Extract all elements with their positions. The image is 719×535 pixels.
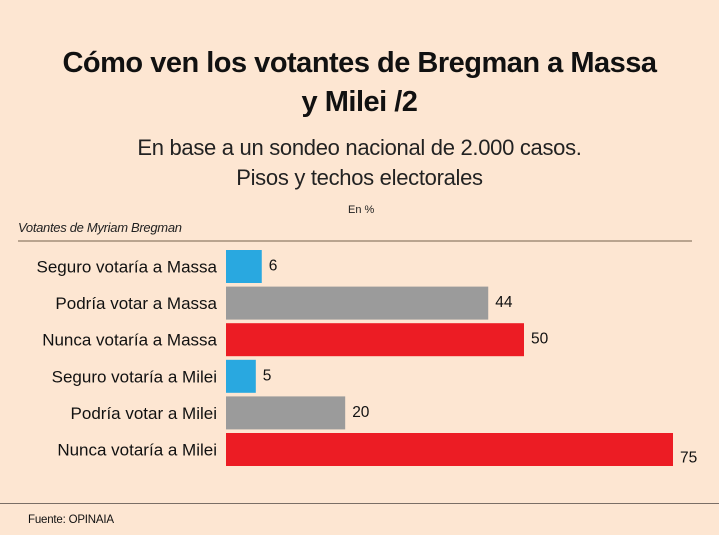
value-label-seguro-votaria-a-massa: 6 [269, 258, 278, 275]
footer-divider [0, 503, 719, 504]
category-label-seguro-votaria-a-milei: Seguro votaría a Milei [52, 367, 217, 386]
category-label-seguro-votaria-a-massa: Seguro votaría a Massa [37, 258, 218, 277]
bar-podria-votar-a-milei [226, 396, 346, 430]
chart-title-line-1: Cómo ven los votantes de Bregman a Massa [62, 47, 657, 79]
chart-title-line-2: y Milei /2 [301, 86, 418, 118]
category-label-podria-votar-a-milei: Podría votar a Milei [71, 404, 217, 423]
chart-subtitle-line-1: En base a un sondeo nacional de 2.000 ca… [137, 135, 582, 160]
chart-subtitle-line-2: Pisos y techos electorales [236, 165, 483, 190]
unit-label: En % [348, 204, 375, 216]
value-label-podria-votar-a-milei: 20 [352, 404, 370, 421]
value-label-podria-votar-a-massa: 44 [495, 294, 513, 311]
category-label-nunca-votaria-a-massa: Nunca votaría a Massa [42, 331, 217, 350]
group-label: Votantes de Myriam Bregman [18, 220, 182, 235]
bar-podria-votar-a-massa [226, 286, 489, 320]
bar-seguro-votaria-a-milei [226, 359, 256, 393]
category-label-nunca-votaria-a-milei: Nunca votaría a Milei [57, 441, 217, 460]
top-divider [18, 240, 692, 242]
value-label-seguro-votaria-a-milei: 5 [263, 367, 272, 384]
bar-nunca-votaria-a-massa [226, 323, 524, 357]
category-label-podria-votar-a-massa: Podría votar a Massa [55, 294, 217, 313]
bar-nunca-votaria-a-milei [226, 433, 673, 466]
value-label-nunca-votaria-a-milei: 75 [680, 450, 697, 467]
source-note: Fuente: OPINAIA [28, 514, 114, 526]
bar-seguro-votaria-a-massa [226, 250, 262, 283]
value-label-nunca-votaria-a-massa: 50 [531, 331, 549, 348]
